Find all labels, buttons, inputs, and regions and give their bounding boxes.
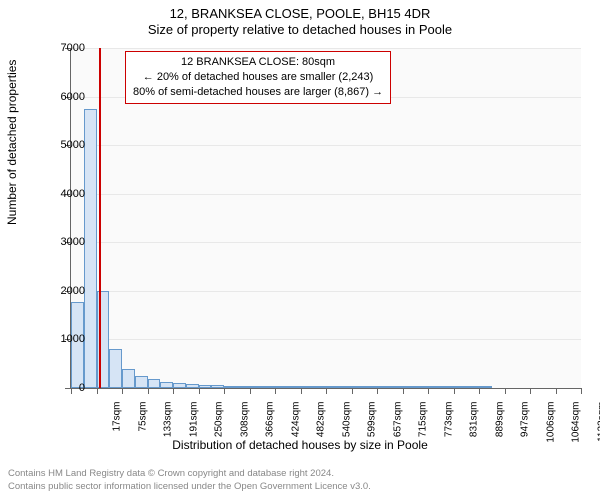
x-tick-label: 831sqm — [469, 402, 480, 452]
grid-line — [71, 48, 581, 49]
x-tick — [71, 388, 72, 394]
x-tick — [581, 388, 582, 394]
grid-line — [71, 242, 581, 243]
histogram-bar — [211, 385, 224, 388]
histogram-bar — [262, 386, 275, 388]
x-tick — [224, 388, 225, 394]
histogram-bar — [352, 386, 365, 388]
x-tick — [530, 388, 531, 394]
x-tick-label: 424sqm — [290, 402, 301, 452]
histogram-bar — [441, 386, 454, 388]
title-sub: Size of property relative to detached ho… — [0, 21, 600, 37]
histogram-bar — [275, 386, 288, 388]
histogram-bar — [339, 386, 352, 388]
x-tick-label: 75sqm — [137, 402, 148, 452]
x-tick — [505, 388, 506, 394]
x-tick-label: 773sqm — [443, 402, 454, 452]
histogram-bar — [148, 379, 161, 388]
title-main: 12, BRANKSEA CLOSE, POOLE, BH15 4DR — [0, 0, 600, 21]
x-tick — [250, 388, 251, 394]
histogram-bar — [122, 369, 135, 388]
grid-line — [71, 145, 581, 146]
histogram-bar — [250, 386, 263, 388]
x-tick — [122, 388, 123, 394]
y-tick-label: 3000 — [61, 236, 85, 248]
y-tick-label: 0 — [79, 382, 85, 394]
x-tick-label: 133sqm — [163, 402, 174, 452]
y-tick-label: 4000 — [61, 188, 85, 200]
histogram-bar — [326, 386, 339, 388]
footer-attribution: Contains HM Land Registry data © Crown c… — [8, 468, 371, 494]
legend-line-1: 12 BRANKSEA CLOSE: 80sqm — [133, 55, 383, 70]
histogram-bar — [454, 386, 467, 388]
histogram-bar — [377, 386, 390, 388]
histogram-bar — [199, 385, 212, 388]
y-tick-label: 7000 — [61, 42, 85, 54]
property-marker-line — [99, 48, 101, 388]
x-tick — [301, 388, 302, 394]
grid-line — [71, 339, 581, 340]
x-tick — [352, 388, 353, 394]
x-tick — [97, 388, 98, 394]
histogram-bar — [288, 386, 301, 388]
x-tick-label: 889sqm — [494, 402, 505, 452]
x-tick-label: 1006sqm — [545, 402, 556, 452]
x-tick — [556, 388, 557, 394]
x-tick — [275, 388, 276, 394]
x-tick-label: 657sqm — [392, 402, 403, 452]
histogram-bar — [160, 382, 173, 388]
histogram-bar — [301, 386, 314, 388]
x-tick — [479, 388, 480, 394]
x-tick-label: 540sqm — [341, 402, 352, 452]
x-tick-label: 191sqm — [188, 402, 199, 452]
x-tick — [173, 388, 174, 394]
footer-line-2: Contains public sector information licen… — [8, 481, 371, 494]
y-axis-label: Number of detached properties — [5, 60, 19, 225]
x-tick-label: 17sqm — [112, 402, 123, 452]
histogram-bar — [224, 386, 237, 388]
legend-line-2: ← 20% of detached houses are smaller (2,… — [133, 70, 383, 85]
legend-line-3: 80% of semi-detached houses are larger (… — [133, 85, 383, 100]
histogram-bar — [403, 386, 416, 388]
histogram-bar — [479, 386, 492, 388]
histogram-bar — [237, 386, 250, 388]
grid-line — [71, 194, 581, 195]
y-tick-label: 2000 — [61, 285, 85, 297]
legend-box: 12 BRANKSEA CLOSE: 80sqm ← 20% of detach… — [125, 51, 391, 104]
histogram-bar — [135, 376, 148, 388]
chart-container: 12, BRANKSEA CLOSE, POOLE, BH15 4DR Size… — [0, 0, 600, 500]
histogram-bar — [390, 386, 403, 388]
x-tick — [403, 388, 404, 394]
x-tick — [326, 388, 327, 394]
footer-line-1: Contains HM Land Registry data © Crown c… — [8, 468, 371, 481]
histogram-bar — [186, 384, 199, 388]
x-tick — [148, 388, 149, 394]
x-tick-label: 1064sqm — [571, 402, 582, 452]
histogram-bar — [364, 386, 377, 388]
x-tick — [377, 388, 378, 394]
x-tick-label: 366sqm — [265, 402, 276, 452]
x-tick-label: 1122sqm — [596, 402, 600, 452]
x-tick-label: 947sqm — [520, 402, 531, 452]
histogram-bar — [173, 383, 186, 388]
x-tick — [428, 388, 429, 394]
histogram-bar — [84, 109, 97, 388]
x-tick-label: 308sqm — [239, 402, 250, 452]
histogram-bar — [466, 386, 479, 388]
histogram-bar — [428, 386, 441, 388]
y-tick-label: 5000 — [61, 139, 85, 151]
x-tick — [199, 388, 200, 394]
histogram-bar — [313, 386, 326, 388]
x-tick — [454, 388, 455, 394]
x-tick-label: 715sqm — [418, 402, 429, 452]
histogram-bar — [415, 386, 428, 388]
x-tick-label: 599sqm — [367, 402, 378, 452]
grid-line — [71, 291, 581, 292]
x-tick-label: 482sqm — [316, 402, 327, 452]
x-tick-label: 250sqm — [214, 402, 225, 452]
histogram-bar — [109, 349, 122, 388]
y-tick-label: 1000 — [61, 333, 85, 345]
y-tick-label: 6000 — [61, 91, 85, 103]
